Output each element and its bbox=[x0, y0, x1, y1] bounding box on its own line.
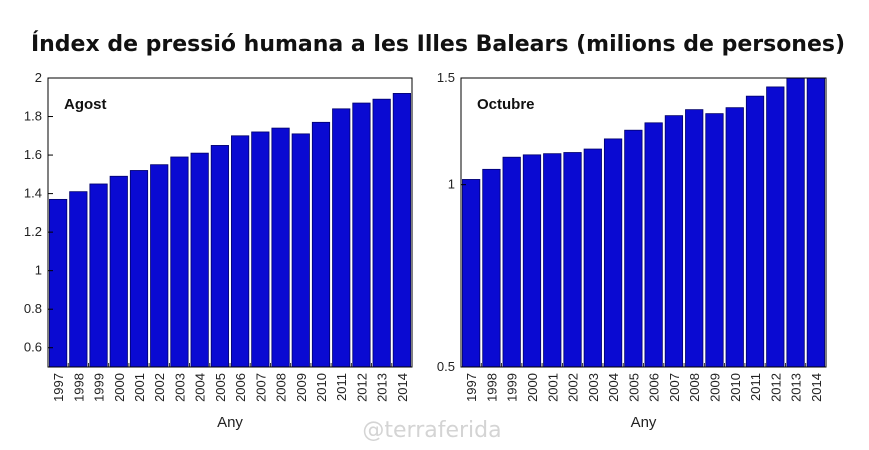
y-tick-label: 1 bbox=[448, 177, 455, 192]
y-tick-label: 0.6 bbox=[24, 340, 42, 355]
x-tick-label: 2009 bbox=[294, 373, 309, 402]
y-tick-label: 1 bbox=[35, 263, 42, 278]
x-tick-label: 2013 bbox=[789, 373, 804, 402]
x-tick-label: 1999 bbox=[505, 373, 520, 402]
x-tick-label: 2004 bbox=[193, 373, 208, 402]
bar-2010 bbox=[311, 121, 331, 368]
x-tick-label: 2010 bbox=[314, 373, 329, 402]
bar-2007 bbox=[664, 115, 684, 368]
bar-2009 bbox=[291, 133, 310, 368]
bar-2005 bbox=[624, 129, 643, 368]
bar-2005 bbox=[210, 145, 229, 368]
x-tick-label: 1998 bbox=[71, 373, 86, 402]
bar-2001 bbox=[543, 153, 562, 368]
y-tick-label: 2 bbox=[35, 70, 42, 85]
x-tick-label: 2009 bbox=[707, 373, 722, 402]
bar-2000 bbox=[109, 175, 128, 368]
y-tick-label: 1.6 bbox=[24, 147, 42, 162]
x-tick-label: 2008 bbox=[687, 373, 702, 402]
bar-2014 bbox=[392, 93, 411, 368]
chart-panel-agost: 1997 1998 1999 2000 2001 2002 2003 2004 2005 2006… bbox=[24, 70, 413, 431]
x-axis-label: Any bbox=[217, 414, 243, 431]
x-tick-label: 2012 bbox=[768, 373, 783, 402]
bar-2011 bbox=[745, 95, 765, 368]
bar-1999 bbox=[502, 156, 521, 368]
bar-1997 bbox=[462, 179, 481, 368]
x-tick-label: 2011 bbox=[334, 373, 349, 401]
x-axis-label: Any bbox=[631, 414, 657, 431]
bar-1998 bbox=[482, 168, 501, 368]
x-tick-label: 2002 bbox=[566, 373, 581, 402]
bar-2000 bbox=[522, 154, 542, 368]
x-tick-label: 2003 bbox=[172, 373, 187, 402]
x-tick-label: 2007 bbox=[253, 373, 268, 402]
x-tick-label: 1997 bbox=[51, 373, 66, 402]
bar-2004 bbox=[603, 138, 623, 368]
x-tick-label: 2003 bbox=[586, 373, 601, 402]
x-tick-label: 2014 bbox=[395, 373, 410, 402]
x-tick-label: 2000 bbox=[525, 373, 540, 402]
x-tick-label: 2001 bbox=[132, 373, 147, 402]
x-tick-label: 2005 bbox=[213, 373, 228, 402]
bar-1998 bbox=[69, 191, 88, 368]
bar-2013 bbox=[786, 77, 805, 368]
x-tick-label: 2012 bbox=[354, 373, 369, 402]
x-tick-label: 2008 bbox=[274, 373, 289, 402]
bar-2007 bbox=[251, 131, 270, 368]
bar-2010 bbox=[725, 107, 744, 368]
y-tick-label: 1.8 bbox=[24, 109, 42, 124]
x-tick-label: 2001 bbox=[545, 373, 560, 402]
x-tick-label: 2005 bbox=[626, 373, 641, 402]
y-tick-label: 1.5 bbox=[437, 70, 455, 85]
watermark: @terraferida bbox=[362, 418, 501, 443]
bar-2014 bbox=[806, 77, 825, 368]
bar-2009 bbox=[705, 113, 724, 368]
y-tick-label: 0.5 bbox=[437, 359, 455, 374]
bar-2004 bbox=[190, 152, 209, 368]
bar-2002 bbox=[563, 152, 582, 368]
x-tick-label: 1999 bbox=[92, 373, 107, 402]
x-tick-label: 2007 bbox=[667, 373, 682, 402]
bar-1997 bbox=[49, 198, 68, 368]
bar-1999 bbox=[89, 183, 108, 368]
x-tick-label: 2006 bbox=[233, 373, 248, 402]
x-tick-label: 2004 bbox=[606, 373, 621, 402]
y-tick-label: 1.4 bbox=[24, 186, 42, 201]
x-tick-label: 2000 bbox=[112, 373, 127, 402]
chart-panel-octubre: 1997 1998 1999 2000 2001 2002 2003 2004 2005 2006… bbox=[437, 70, 827, 431]
x-tick-label: 2011 bbox=[748, 373, 763, 401]
bar-2002 bbox=[150, 164, 169, 368]
bar-2006 bbox=[231, 135, 250, 368]
y-tick-label: 0.8 bbox=[24, 301, 42, 316]
bar-2012 bbox=[766, 86, 785, 368]
bar-2003 bbox=[583, 148, 602, 368]
chart-title: Índex de pressió humana a les Illes Bale… bbox=[31, 31, 845, 57]
bar-2003 bbox=[170, 156, 189, 368]
x-tick-label: 2010 bbox=[728, 373, 743, 402]
y-tick-label: 1.2 bbox=[24, 224, 42, 239]
bar-2001 bbox=[129, 170, 149, 368]
x-tick-label: 1997 bbox=[464, 373, 479, 402]
x-tick-label: 2013 bbox=[375, 373, 390, 402]
bar-2006 bbox=[644, 122, 663, 368]
bar-2008 bbox=[685, 109, 704, 368]
x-tick-label: 2002 bbox=[152, 373, 167, 402]
bar-2011 bbox=[332, 108, 351, 368]
panel-label: Agost bbox=[64, 96, 107, 113]
panel-label: Octubre bbox=[477, 96, 535, 113]
bar-2008 bbox=[271, 127, 290, 368]
x-tick-label: 2014 bbox=[809, 373, 824, 402]
x-tick-label: 2006 bbox=[647, 373, 662, 402]
bar-2012 bbox=[352, 102, 371, 368]
x-tick-label: 1998 bbox=[484, 373, 499, 402]
bar-2013 bbox=[372, 98, 391, 368]
